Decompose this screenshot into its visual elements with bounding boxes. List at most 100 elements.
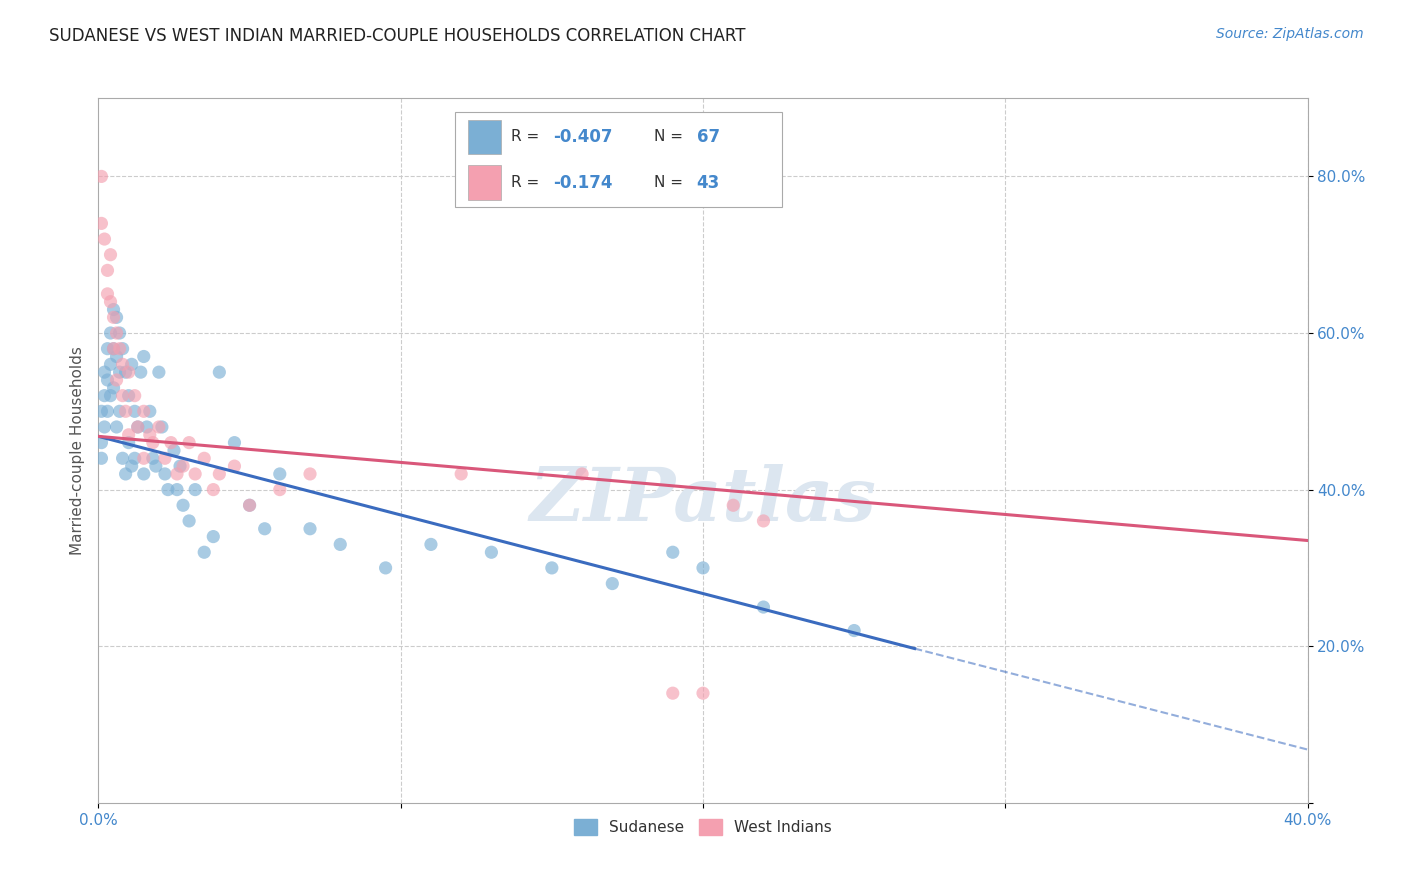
Point [105,350,128,364]
Point [111,451,134,466]
Point [844,624,866,638]
Point [172,459,194,474]
Point [193,545,215,559]
Point [93,365,115,379]
Point [100,294,122,309]
Point [124,404,146,418]
Point [299,522,322,536]
Point [184,467,207,481]
Point [160,435,183,450]
Point [208,365,231,379]
Point [90,435,112,450]
Point [118,389,141,403]
Point [148,365,170,379]
Point [661,545,683,559]
Point [90,404,112,418]
Point [571,467,593,481]
Point [100,326,122,340]
Point [96,342,118,356]
Point [723,498,745,512]
Point [127,420,149,434]
Point [96,373,118,387]
Point [179,514,201,528]
Point [111,342,134,356]
Point [239,498,262,512]
Point [202,530,225,544]
Point [145,459,167,474]
Point [208,467,231,481]
Point [269,467,291,481]
Point [103,310,125,325]
Point [105,326,128,340]
Point [124,451,146,466]
Point [105,310,128,325]
Point [224,435,246,450]
Point [752,600,775,615]
Point [153,451,176,466]
Point [103,381,125,395]
Point [420,537,443,551]
Legend: Sudanese, West Indians: Sudanese, West Indians [568,813,838,841]
Point [132,467,155,481]
Point [132,451,155,466]
Point [752,514,775,528]
Point [172,498,194,512]
Point [111,389,134,403]
Point [114,404,136,418]
Point [179,435,201,450]
Y-axis label: Married-couple Households: Married-couple Households [69,346,84,555]
Point [118,365,141,379]
Point [100,248,122,262]
Point [139,404,162,418]
Point [132,404,155,418]
Text: ZIPatlas: ZIPatlas [530,464,876,536]
Point [96,404,118,418]
Point [481,545,503,559]
Point [118,427,141,442]
Point [93,420,115,434]
Point [124,389,146,403]
Point [127,420,149,434]
Point [142,451,165,466]
Point [105,373,128,387]
Text: SUDANESE VS WEST INDIAN MARRIED-COUPLE HOUSEHOLDS CORRELATION CHART: SUDANESE VS WEST INDIAN MARRIED-COUPLE H… [49,27,745,45]
Point [108,326,131,340]
Point [450,467,472,481]
Point [184,483,207,497]
Point [156,483,179,497]
Point [692,686,714,700]
Point [108,365,131,379]
Point [90,169,112,184]
Point [166,467,188,481]
Point [103,302,125,317]
Point [148,420,170,434]
Point [118,435,141,450]
Point [100,389,122,403]
Point [150,420,173,434]
Point [121,459,143,474]
Point [108,342,131,356]
Point [540,561,562,575]
Point [202,483,225,497]
Point [142,435,165,450]
Point [139,427,162,442]
Point [166,483,188,497]
Point [90,451,112,466]
Point [121,357,143,371]
Point [269,483,291,497]
Point [239,498,262,512]
Point [169,459,191,474]
Point [253,522,276,536]
Point [105,420,128,434]
Point [224,459,246,474]
Point [108,404,131,418]
Point [661,686,683,700]
Point [153,467,176,481]
Point [374,561,396,575]
Point [96,263,118,277]
Point [129,365,152,379]
Text: Source: ZipAtlas.com: Source: ZipAtlas.com [1216,27,1364,41]
Point [132,350,155,364]
Point [193,451,215,466]
Point [114,365,136,379]
